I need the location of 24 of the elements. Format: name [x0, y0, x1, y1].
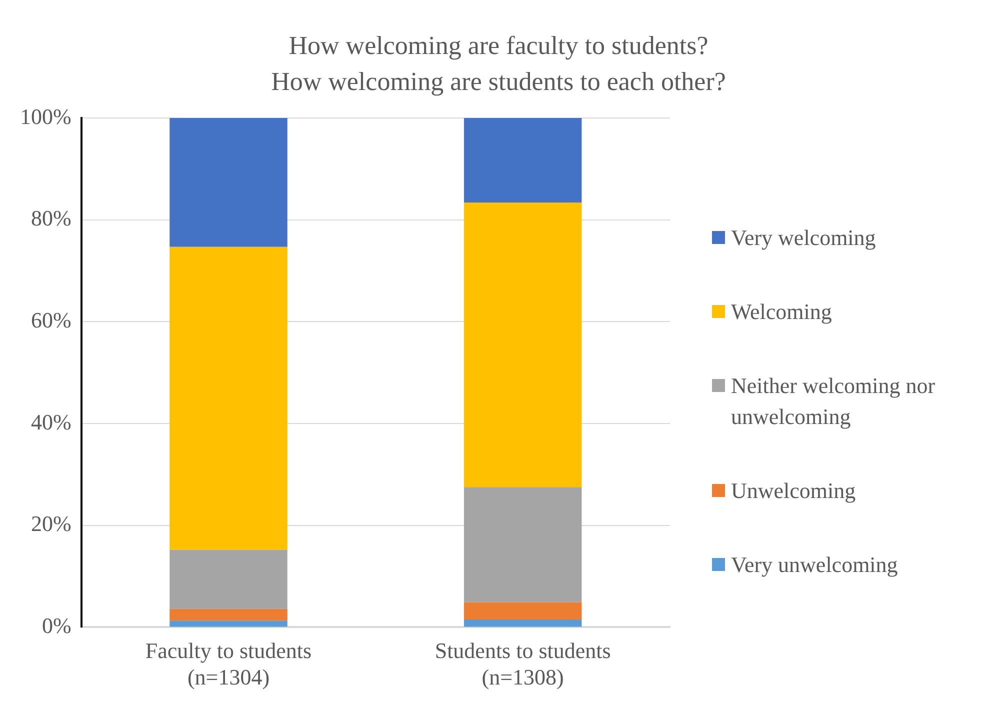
chart-title: How welcoming are faculty to students? How welcoming are students to each other? — [270, 30, 727, 98]
y-tick-label: 0% — [42, 612, 72, 638]
y-tick-label: 20% — [31, 511, 72, 536]
y-tick-label: 80% — [31, 206, 72, 231]
bar — [170, 550, 288, 609]
legend-label: Very unwelcoming — [731, 551, 898, 579]
legend-label: Very welcoming — [731, 224, 876, 252]
y-tick-label: 100% — [20, 104, 72, 129]
bar — [464, 602, 582, 620]
legend-label: Welcoming — [731, 298, 832, 326]
bar — [170, 608, 288, 621]
x-tick-label: Students to students (n=1308) — [434, 638, 611, 690]
bar — [464, 202, 582, 488]
y-tick-label: 60% — [31, 307, 72, 332]
y-tick-label: 40% — [31, 409, 72, 434]
x-tick-label: Faculty to students (n=1304) — [145, 638, 312, 690]
legend-label: Neither welcoming nor unwelcoming — [731, 372, 936, 431]
bar — [170, 246, 288, 550]
legend-label: Unwelcoming — [731, 477, 856, 505]
bar — [464, 620, 582, 627]
bar — [464, 487, 582, 602]
bar — [464, 118, 582, 203]
bar — [170, 118, 288, 247]
bar — [170, 620, 288, 627]
